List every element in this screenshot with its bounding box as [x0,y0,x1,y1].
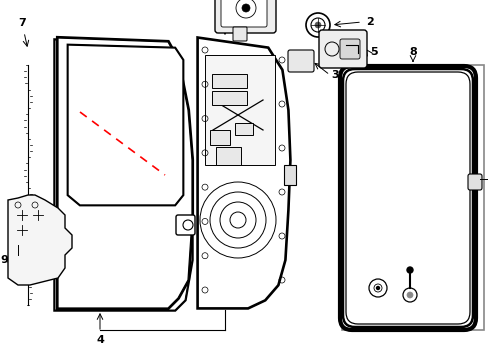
Circle shape [314,22,320,28]
Polygon shape [198,38,289,308]
Bar [235,123,252,135]
Text: 8: 8 [408,47,416,57]
Bar [209,130,229,145]
Polygon shape [55,40,192,310]
Bar [216,147,241,165]
FancyBboxPatch shape [232,27,246,41]
Polygon shape [68,45,183,205]
FancyBboxPatch shape [339,66,475,330]
FancyBboxPatch shape [215,0,275,33]
FancyBboxPatch shape [467,174,481,190]
Polygon shape [58,38,192,308]
Polygon shape [198,38,289,308]
Text: 9: 9 [0,255,8,265]
Bar [204,55,274,165]
Text: 5: 5 [369,47,377,57]
FancyBboxPatch shape [346,72,469,324]
Text: 2: 2 [366,17,373,27]
Text: 4: 4 [96,335,104,345]
FancyBboxPatch shape [221,0,266,27]
Bar [341,65,483,330]
FancyBboxPatch shape [176,215,195,235]
Text: 7: 7 [18,18,26,28]
Circle shape [376,287,379,289]
FancyBboxPatch shape [342,69,472,327]
Circle shape [406,267,412,273]
Polygon shape [68,45,183,205]
Bar [212,74,246,88]
Text: 3: 3 [330,70,338,80]
FancyBboxPatch shape [287,50,313,72]
Polygon shape [55,40,192,310]
Polygon shape [58,38,192,308]
Polygon shape [55,40,192,310]
Bar [212,91,246,105]
FancyBboxPatch shape [318,30,366,68]
Bar [284,165,295,185]
Polygon shape [58,38,192,308]
Circle shape [406,292,412,298]
Polygon shape [8,195,72,285]
FancyBboxPatch shape [339,39,359,59]
Circle shape [242,4,249,12]
